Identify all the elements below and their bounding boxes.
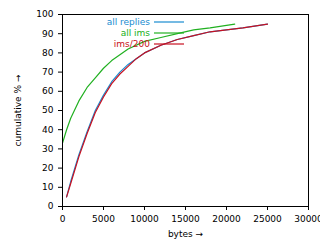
svg-text:15000: 15000	[171, 214, 200, 224]
svg-text:cumulative % →: cumulative % →	[13, 74, 23, 146]
svg-text:60: 60	[42, 86, 54, 96]
svg-text:20000: 20000	[212, 214, 241, 224]
svg-text:all replies: all replies	[107, 17, 151, 27]
svg-text:all ims: all ims	[121, 28, 151, 38]
svg-text:25000: 25000	[253, 214, 282, 224]
svg-text:5000: 5000	[92, 214, 115, 224]
svg-text:80: 80	[42, 48, 54, 58]
svg-text:70: 70	[42, 67, 54, 77]
svg-text:100: 100	[36, 9, 53, 19]
svg-text:40: 40	[42, 125, 54, 135]
svg-text:0: 0	[48, 201, 54, 211]
svg-text:0: 0	[60, 214, 66, 224]
svg-text:bytes →: bytes →	[168, 229, 204, 239]
svg-text:10: 10	[42, 182, 54, 192]
svg-text:50: 50	[42, 105, 54, 115]
svg-text:90: 90	[42, 29, 54, 39]
svg-text:30000: 30000	[294, 214, 320, 224]
svg-text:20: 20	[42, 163, 54, 173]
svg-text:ims/200: ims/200	[114, 39, 150, 49]
svg-text:10000: 10000	[130, 214, 159, 224]
svg-text:30: 30	[42, 144, 54, 154]
